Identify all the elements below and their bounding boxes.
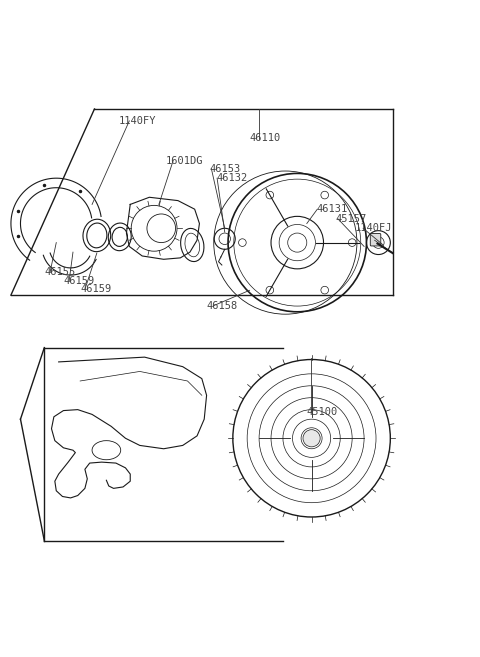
- Text: 46131: 46131: [316, 204, 348, 214]
- Text: 46158: 46158: [206, 301, 238, 311]
- Text: 1601DG: 1601DG: [166, 156, 204, 166]
- Text: 1140FY: 1140FY: [118, 116, 156, 126]
- Text: 46159: 46159: [80, 284, 111, 294]
- Text: 46159: 46159: [63, 276, 95, 286]
- Text: 46110: 46110: [250, 133, 281, 143]
- Text: 46153: 46153: [209, 164, 240, 173]
- Text: 45100: 45100: [307, 407, 338, 417]
- Circle shape: [303, 430, 320, 447]
- Text: 1140FJ: 1140FJ: [355, 223, 392, 233]
- Text: 46155: 46155: [44, 267, 75, 277]
- FancyBboxPatch shape: [370, 233, 381, 246]
- Text: 45157: 45157: [336, 214, 367, 224]
- Text: 46132: 46132: [216, 173, 247, 183]
